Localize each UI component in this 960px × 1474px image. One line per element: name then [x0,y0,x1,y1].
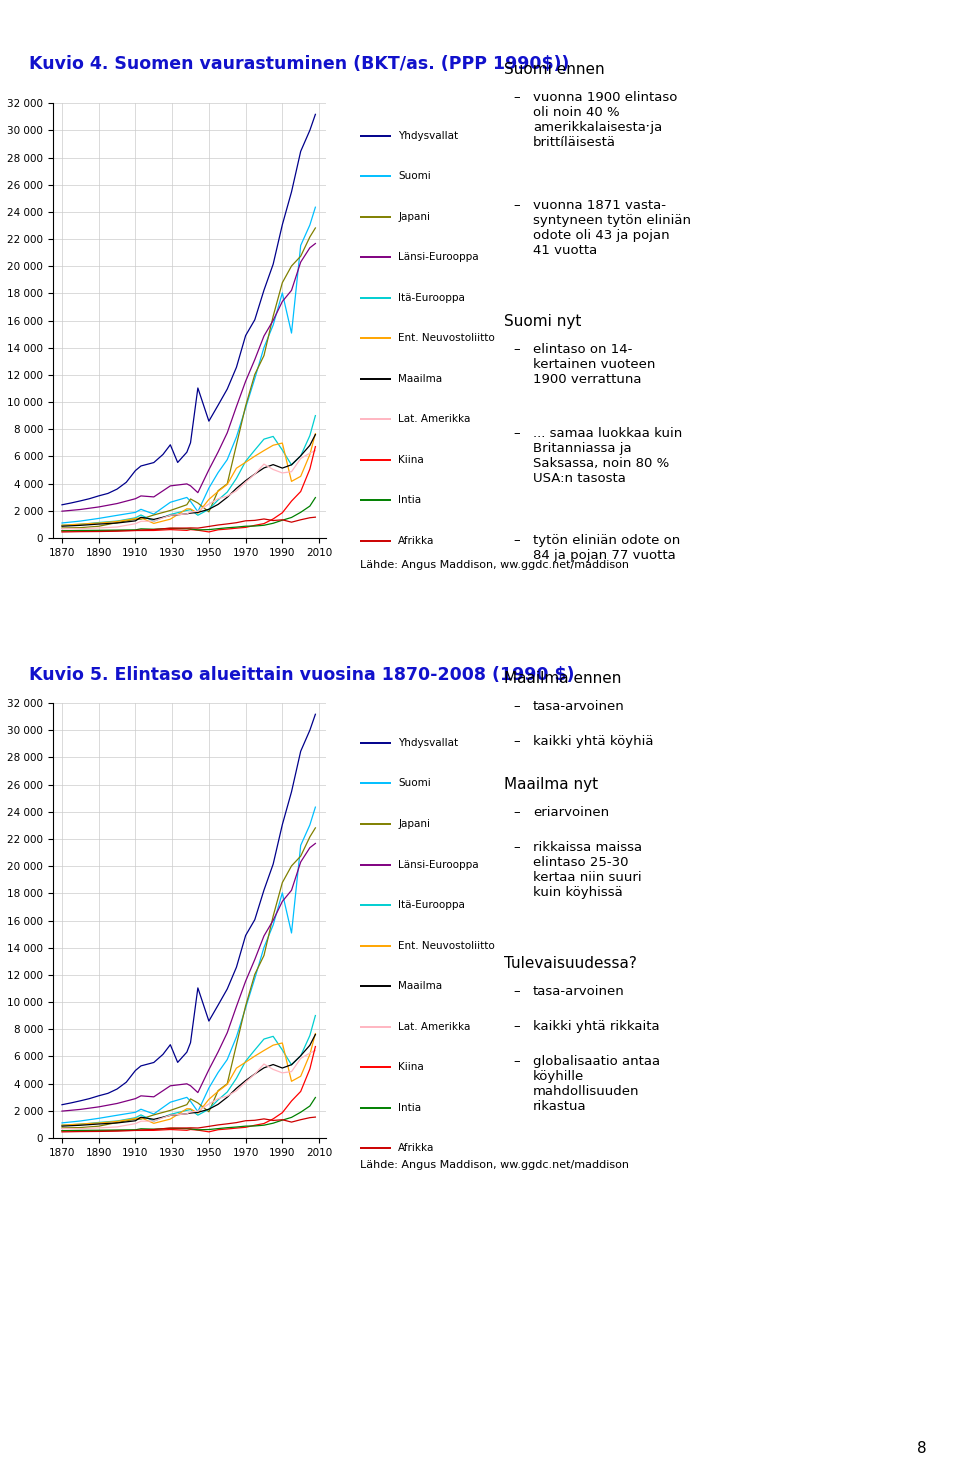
Text: Suomi: Suomi [398,778,431,789]
Text: –: – [514,343,520,357]
Text: kaikki yhtä köyhiä: kaikki yhtä köyhiä [533,734,654,747]
Text: Kiina: Kiina [398,455,424,464]
Text: –: – [514,91,520,105]
Text: tytön eliniän odote on
84 ja pojan 77 vuotta: tytön eliniän odote on 84 ja pojan 77 vu… [533,535,680,562]
Text: elintaso on 14-
kertainen vuoteen
1900 verrattuna: elintaso on 14- kertainen vuoteen 1900 v… [533,343,655,386]
Text: –: – [514,1020,520,1033]
Text: –: – [514,840,520,853]
Text: Lähde: Angus Maddison, ww.ggdc.net/maddison: Lähde: Angus Maddison, ww.ggdc.net/maddi… [360,1160,629,1170]
Text: globalisaatio antaa
köyhille
mahdollisuuden
rikastua: globalisaatio antaa köyhille mahdollisuu… [533,1055,660,1113]
Text: –: – [514,199,520,212]
Text: Suomi nyt: Suomi nyt [504,314,582,329]
Text: Afrikka: Afrikka [398,537,435,545]
Text: Yhdysvallat: Yhdysvallat [398,738,459,747]
Text: Intia: Intia [398,1103,421,1113]
Text: tasa-arvoinen: tasa-arvoinen [533,986,625,998]
Text: Lat. Amerikka: Lat. Amerikka [398,1021,470,1032]
Text: Länsi-Eurooppa: Länsi-Eurooppa [398,252,479,262]
Text: tasa-arvoinen: tasa-arvoinen [533,700,625,713]
Text: Itä-Eurooppa: Itä-Eurooppa [398,293,466,302]
Text: Lähde: Angus Maddison, ww.ggdc.net/maddison: Lähde: Angus Maddison, ww.ggdc.net/maddi… [360,560,629,570]
Text: Suomi: Suomi [398,171,431,181]
Text: Tulevaisuudessa?: Tulevaisuudessa? [504,957,636,971]
Text: ... samaa luokkaa kuin
Britanniassa ja
Saksassa, noin 80 %
USA:n tasosta: ... samaa luokkaa kuin Britanniassa ja S… [533,427,682,485]
Text: –: – [514,535,520,547]
Text: 8: 8 [917,1442,926,1456]
Text: –: – [514,986,520,998]
Text: Maailma: Maailma [398,374,443,383]
Text: rikkaissa maissa
elintaso 25-30
kertaa niin suuri
kuin köyhissä: rikkaissa maissa elintaso 25-30 kertaa n… [533,840,642,899]
Text: vuonna 1900 elintaso
oli noin 40 %
amerikkalaisestaˑja
brittíläisestä: vuonna 1900 elintaso oli noin 40 % ameri… [533,91,677,149]
Text: –: – [514,806,520,820]
Text: Maailma ennen: Maailma ennen [504,671,621,685]
Text: –: – [514,734,520,747]
Text: kaikki yhtä rikkaita: kaikki yhtä rikkaita [533,1020,660,1033]
Text: Kiina: Kiina [398,1063,424,1072]
Text: Kuvio 4. Suomen vaurastuminen (BKT/as. (PPP 1990$)): Kuvio 4. Suomen vaurastuminen (BKT/as. (… [29,55,569,72]
Text: Maailma: Maailma [398,982,443,991]
Text: Ent. Neuvostoliitto: Ent. Neuvostoliitto [398,333,495,343]
Text: Intia: Intia [398,495,421,506]
Text: eriarvoinen: eriarvoinen [533,806,609,820]
Text: Japani: Japani [398,820,430,828]
Text: –: – [514,427,520,439]
Text: Japani: Japani [398,212,430,221]
Text: Itä-Eurooppa: Itä-Eurooppa [398,901,466,909]
Text: Maailma nyt: Maailma nyt [504,777,598,792]
Text: Suomi ennen: Suomi ennen [504,62,605,77]
Text: Afrikka: Afrikka [398,1144,435,1153]
Text: –: – [514,1055,520,1067]
Text: –: – [514,700,520,713]
Text: Kuvio 5. Elintaso alueittain vuosina 1870-2008 (1990 $): Kuvio 5. Elintaso alueittain vuosina 187… [29,666,574,684]
Text: Ent. Neuvostoliitto: Ent. Neuvostoliitto [398,940,495,951]
Text: Yhdysvallat: Yhdysvallat [398,131,459,140]
Text: Lat. Amerikka: Lat. Amerikka [398,414,470,425]
Text: vuonna 1871 vasta-
syntyneen tytön eliniän
odote oli 43 ja pojan
41 vuotta: vuonna 1871 vasta- syntyneen tytön elini… [533,199,691,256]
Text: Länsi-Eurooppa: Länsi-Eurooppa [398,859,479,870]
